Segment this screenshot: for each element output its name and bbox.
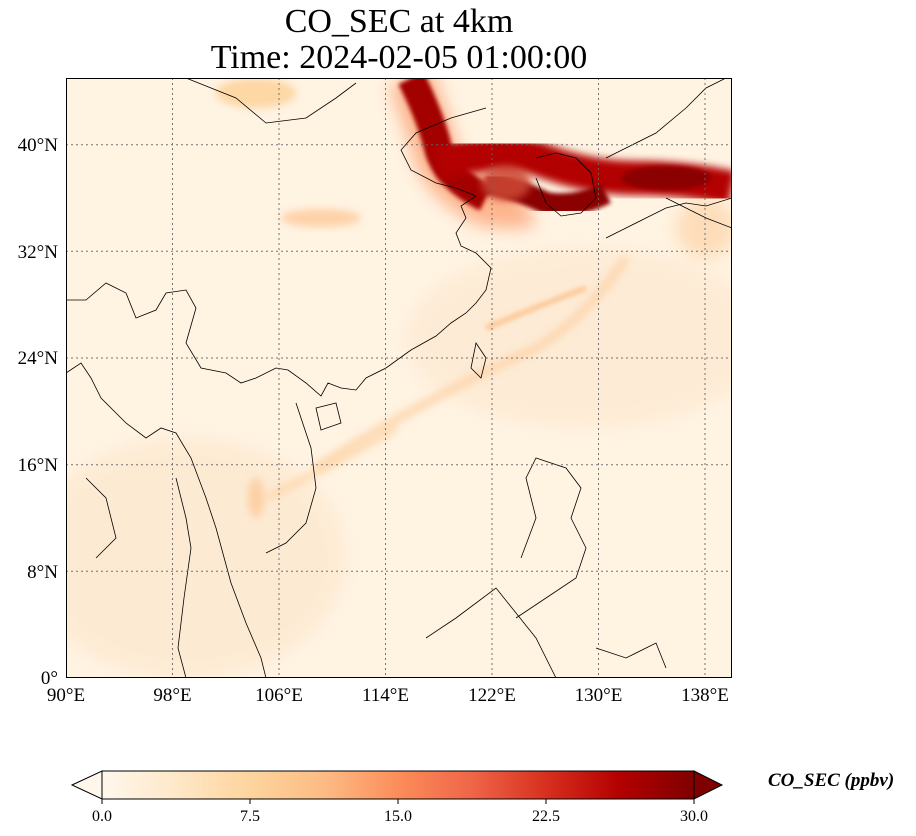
lon-tick-label: 138°E (681, 685, 729, 706)
gridlines (66, 78, 732, 678)
map-title: CO_SEC at 4km (284, 3, 514, 40)
colorbar-min-extend (70, 770, 103, 800)
lon-tick-label: 90°E (47, 685, 85, 706)
co-sec-field (66, 78, 732, 678)
lat-tick-label: 40°N (18, 135, 59, 156)
lon-tick-label: 122°E (468, 685, 516, 706)
lat-tick-label: 24°N (18, 348, 59, 369)
colorbar-tick-label: 15.0 (384, 808, 412, 825)
colorbar-label: CO_SEC (ppbv) (768, 770, 895, 791)
colorbar-tick-label: 0.0 (92, 808, 112, 825)
lon-tick-label: 130°E (575, 685, 623, 706)
colorbar-tick-label: 7.5 (240, 808, 260, 825)
map-frame (66, 78, 732, 678)
lat-tick-label: 32°N (18, 242, 59, 263)
lon-tick-label: 106°E (255, 685, 303, 706)
lon-tick-label: 98°E (153, 685, 191, 706)
colorbar-tick-label: 22.5 (532, 808, 560, 825)
coastlines-and-borders (66, 78, 732, 678)
colorbar: 0.0 7.5 15.0 22.5 30.0 (70, 770, 724, 825)
map-canvas (66, 78, 732, 678)
colorbar-max-extend (693, 770, 724, 800)
lat-tick-label: 8°N (27, 562, 58, 583)
lat-tick-label: 0° (41, 668, 58, 689)
lat-tick-label: 16°N (18, 455, 59, 476)
map-subtitle-time: Time: 2024-02-05 01:00:00 (210, 39, 588, 76)
lon-tick-label: 114°E (362, 685, 409, 706)
map-panel (66, 78, 732, 678)
colorbar-gradient (102, 771, 694, 799)
colorbar-tick-label: 30.0 (680, 808, 708, 825)
